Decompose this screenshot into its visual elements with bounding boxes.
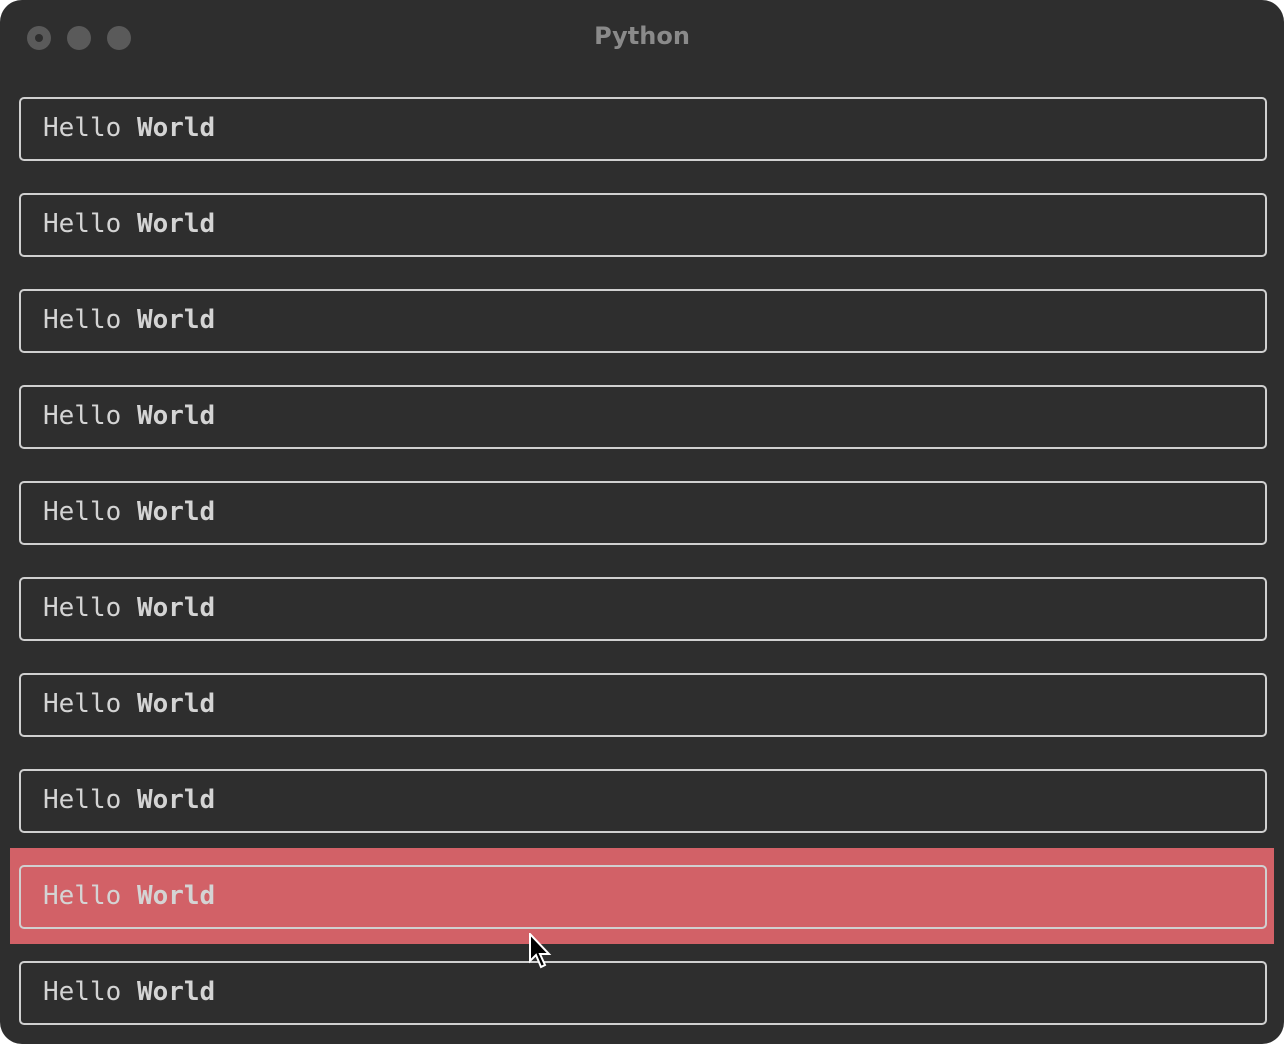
- list-item[interactable]: Hello World: [10, 480, 1274, 576]
- item-word-regular: Hello: [43, 785, 122, 815]
- item-word-regular: Hello: [43, 401, 122, 431]
- item-word-regular: Hello: [43, 593, 122, 623]
- minimize-button[interactable]: [67, 26, 91, 50]
- list-item[interactable]: Hello World: [10, 768, 1274, 864]
- item-label: Hello World: [43, 881, 215, 911]
- item-box[interactable]: Hello World: [19, 481, 1267, 545]
- title-bar: Python: [0, 0, 1284, 76]
- item-box[interactable]: Hello World: [19, 289, 1267, 353]
- item-label: Hello World: [43, 401, 215, 431]
- item-box[interactable]: Hello World: [19, 865, 1267, 929]
- item-label: Hello World: [43, 113, 215, 143]
- item-box[interactable]: Hello World: [19, 385, 1267, 449]
- item-word-bold: World: [136, 593, 216, 623]
- item-box[interactable]: Hello World: [19, 193, 1267, 257]
- item-word-regular: Hello: [43, 881, 122, 911]
- item-word-bold: World: [136, 689, 216, 719]
- item-word-bold: World: [136, 113, 216, 143]
- item-word-bold: World: [136, 881, 216, 911]
- item-word-bold: World: [136, 785, 216, 815]
- close-button[interactable]: [27, 26, 51, 50]
- item-label: Hello World: [43, 977, 215, 1007]
- item-word-regular: Hello: [43, 497, 122, 527]
- list-item[interactable]: Hello World: [10, 192, 1274, 288]
- item-box[interactable]: Hello World: [19, 961, 1267, 1025]
- item-word-bold: World: [136, 209, 216, 239]
- window-title: Python: [594, 22, 690, 50]
- item-box[interactable]: Hello World: [19, 769, 1267, 833]
- item-word-regular: Hello: [43, 689, 122, 719]
- list-item[interactable]: Hello World: [10, 960, 1274, 1044]
- item-word-bold: World: [136, 305, 216, 335]
- item-label: Hello World: [43, 593, 215, 623]
- item-label: Hello World: [43, 497, 215, 527]
- item-label: Hello World: [43, 305, 215, 335]
- item-label: Hello World: [43, 785, 215, 815]
- item-label: Hello World: [43, 209, 215, 239]
- list-item[interactable]: Hello World: [10, 848, 1274, 944]
- item-box[interactable]: Hello World: [19, 97, 1267, 161]
- item-word-regular: Hello: [43, 305, 122, 335]
- item-word-regular: Hello: [43, 113, 122, 143]
- item-word-bold: World: [136, 977, 216, 1007]
- mouse-cursor-icon: [529, 933, 552, 969]
- list-item[interactable]: Hello World: [10, 384, 1274, 480]
- item-word-regular: Hello: [43, 209, 122, 239]
- item-label: Hello World: [43, 689, 215, 719]
- item-box[interactable]: Hello World: [19, 673, 1267, 737]
- item-word-bold: World: [136, 401, 216, 431]
- item-box[interactable]: Hello World: [19, 577, 1267, 641]
- item-word-regular: Hello: [43, 977, 122, 1007]
- list-item[interactable]: Hello World: [10, 576, 1274, 672]
- list-item[interactable]: Hello World: [10, 96, 1274, 192]
- item-word-bold: World: [136, 497, 216, 527]
- list-item[interactable]: Hello World: [10, 672, 1274, 768]
- maximize-button[interactable]: [107, 26, 131, 50]
- list-item[interactable]: Hello World: [10, 288, 1274, 384]
